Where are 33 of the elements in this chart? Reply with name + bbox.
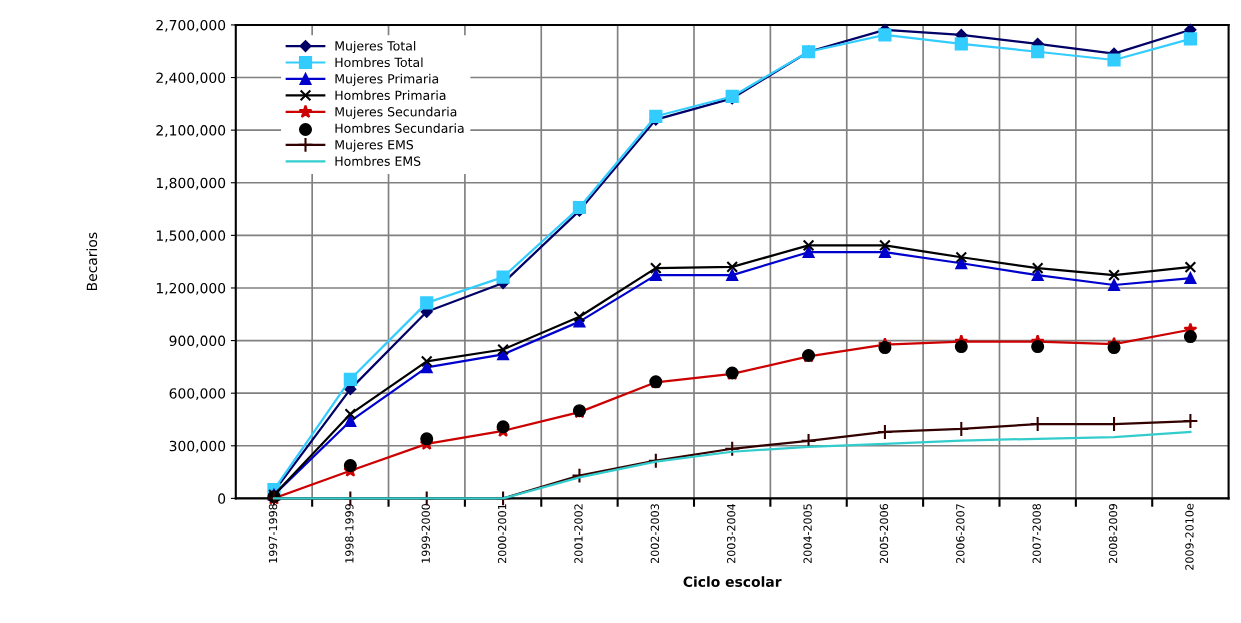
y-tick-label: 1,500,000 [156,230,226,243]
legend-label: Hombres EMS [335,156,421,166]
legend-label: Mujeres EMS [335,139,414,152]
y-tick-label: 300,000 [169,440,226,453]
y-tick-label: 2,100,000 [156,125,226,138]
x-axis-title: Ciclo escolar [683,576,782,587]
x-tick-label: 2000-2001 [497,504,507,564]
x-tick-label: 1999-2000 [421,504,430,563]
legend-label: Mujeres Total [335,40,416,53]
y-tick-label: 0 [218,493,226,504]
x-tick-label: 2005-2006 [879,503,889,564]
y-tick-label: 600,000 [169,388,226,401]
x-tick-label: 1998-1999 [345,504,354,563]
x-tick-label: 2004-2005 [803,504,812,564]
legend-label: Mujeres Primaria [335,73,439,86]
x-tick-label: 2008-2009 [1108,504,1118,564]
x-tick-label: 2006-2007 [956,504,965,564]
y-axis-title: Becarios [86,232,98,291]
legend-label: Mujeres Secundaria [335,106,457,119]
legend-label: Hombres Total [335,57,423,68]
x-tick-label: 2003-2004 [727,503,736,564]
x-tick-label: 2002-2003 [650,504,660,564]
x-tick-label: 2007-2008 [1032,504,1041,564]
x-tick-label: 1997-1998 [268,504,278,563]
legend-label: Hombres Primaria [335,90,446,100]
y-tick-label: 2,700,000 [156,19,226,32]
y-tick-label: 1,200,000 [156,282,226,295]
y-tick-label: 2,400,000 [156,72,226,85]
legend-label: Hombres Secundaria [335,123,464,133]
x-tick-label: 2001-2002 [574,504,583,564]
y-tick-label: 1,800,000 [156,177,226,190]
y-tick-label: 900,000 [169,335,226,348]
x-tick-label: 2009-2010e [1185,503,1194,570]
